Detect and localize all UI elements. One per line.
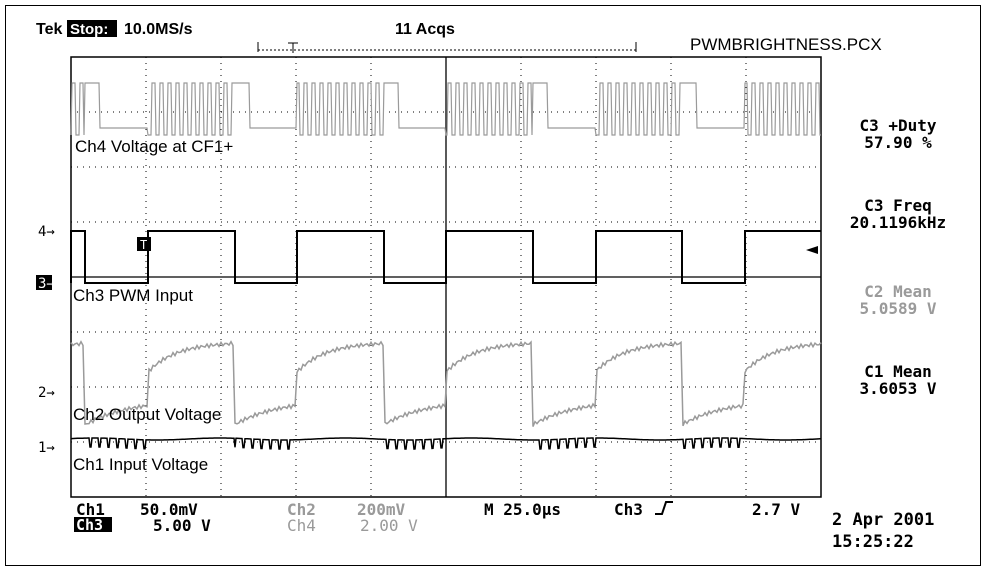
brand-label: Tek bbox=[36, 21, 62, 38]
trigger-marker bbox=[137, 237, 151, 251]
date: 2 Apr 2001 bbox=[832, 510, 934, 530]
trace-label: Ch2 Output Voltage bbox=[73, 405, 221, 424]
ch2-trace bbox=[70, 340, 822, 427]
trace-labels: Ch4 Voltage at CF1+ Ch3 PWM Input Ch2 Outp… bbox=[73, 137, 233, 474]
trigger-level: 2.7 V bbox=[752, 500, 801, 519]
measurement-value: 5.0589 V bbox=[859, 299, 936, 318]
channel-markers: 4→ 3→ 2→ 1→ T bbox=[36, 224, 818, 456]
channel-marker: 4→ bbox=[38, 224, 55, 240]
ch1-trace bbox=[71, 437, 821, 450]
ch4-trace bbox=[70, 82, 821, 136]
stop-label: Stop: bbox=[70, 21, 108, 38]
screen-frame bbox=[5, 5, 981, 566]
channel-marker: 2→ bbox=[38, 385, 55, 401]
ch2-label: Ch2 bbox=[287, 500, 316, 519]
measurement-value: 57.90 % bbox=[864, 133, 932, 152]
ch1-scale: 50.0mV bbox=[140, 500, 198, 519]
trigger-source: Ch3 bbox=[614, 500, 643, 519]
ch4-label: Ch4 bbox=[287, 516, 316, 535]
file-name: PWMBRIGHTNESS.PCX bbox=[690, 35, 882, 54]
measurement-label: C3 Freq bbox=[864, 196, 931, 215]
ch3-scale: 5.00 V bbox=[153, 516, 211, 535]
measurement-value: 3.6053 V bbox=[859, 379, 936, 398]
ch3-badge bbox=[74, 517, 112, 532]
acquisition-count: 11 Acqs bbox=[395, 21, 455, 38]
measurement-label: C2 Mean bbox=[864, 282, 931, 301]
ch4-scale: 2.00 V bbox=[360, 516, 418, 535]
stop-badge bbox=[67, 20, 117, 37]
rising-edge-icon bbox=[655, 501, 673, 515]
measurement-value: 20.1196kHz bbox=[850, 213, 946, 232]
trigger-level-arrow bbox=[806, 246, 818, 254]
ch3-label: Ch3 bbox=[76, 516, 103, 534]
time: 15:25:22 bbox=[832, 532, 914, 552]
trace-label: Ch1 Input Voltage bbox=[73, 455, 208, 474]
ch1-label: Ch1 bbox=[76, 500, 105, 519]
trigger-marker-label: T bbox=[140, 238, 147, 252]
ch2-scale: 200mV bbox=[357, 500, 406, 519]
channel-marker: 3→ bbox=[38, 276, 55, 292]
sample-rate: 10.0MS/s bbox=[124, 21, 193, 38]
measurement-label: C1 Mean bbox=[864, 362, 931, 381]
timebase: M 25.0µs bbox=[484, 500, 561, 519]
record-bracket bbox=[257, 42, 637, 53]
trace-label: Ch3 PWM Input bbox=[73, 286, 193, 305]
measurement-label: C3 +Duty bbox=[859, 116, 936, 135]
trace-label: Ch4 Voltage at CF1+ bbox=[75, 137, 233, 156]
channel-marker: 1→ bbox=[38, 440, 55, 456]
traces bbox=[70, 82, 822, 450]
ch3-trace bbox=[70, 230, 821, 284]
